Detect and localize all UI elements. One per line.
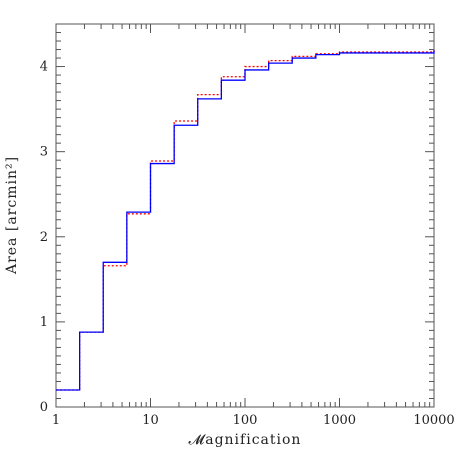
y-tick-label: 3 (40, 145, 48, 160)
x-tick-label: 1000 (323, 413, 356, 428)
x-tick-label: 10000 (413, 413, 454, 428)
x-tick-label: 10 (142, 413, 159, 428)
x-tick-label: 1 (52, 413, 60, 428)
dotted-series-line (56, 49, 435, 391)
x-axis-title: 𝓜agnification (189, 432, 302, 448)
plot-frame (55, 23, 435, 408)
y-axis-title: Area [arcmin²] (4, 156, 20, 275)
y-tick-label: 1 (40, 315, 48, 330)
solid-series-line (56, 50, 435, 391)
y-tick-label: 2 (40, 230, 48, 245)
y-tick-label: 4 (40, 60, 48, 75)
y-tick-label: 0 (40, 400, 48, 415)
x-tick-label: 100 (233, 413, 258, 428)
series-layer (56, 49, 435, 391)
